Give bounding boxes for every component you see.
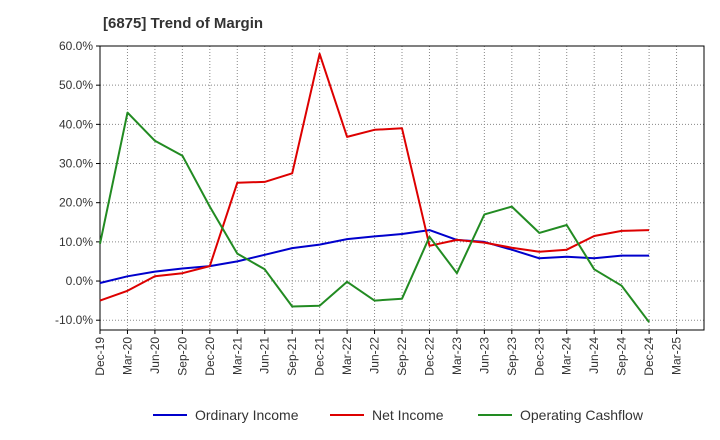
series-line-net-income [99, 52, 650, 302]
y-tick-label: 30.0% [59, 157, 93, 171]
x-tick-label: Sep-24 [615, 337, 629, 376]
x-tick-label: Dec-23 [532, 337, 546, 376]
x-tick-label: Jun-21 [258, 337, 272, 374]
series-line-operating-cashflow [99, 111, 650, 323]
y-tick-label: 50.0% [59, 78, 93, 92]
x-tick-label: Mar-20 [120, 337, 134, 375]
x-tick-label: Sep-20 [175, 337, 189, 376]
x-tick-label: Jun-20 [148, 337, 162, 374]
x-tick-label: Dec-19 [93, 337, 107, 376]
legend: Ordinary Income Net Income Operating Cashf… [153, 407, 644, 423]
y-tick-label: 40.0% [59, 117, 93, 131]
grid-layer [99, 45, 704, 330]
legend-label: Net Income [372, 407, 444, 423]
x-axis-ticks: Dec-19 Mar-20 Jun-20 Sep-20 Dec-20 Mar-21 Jun-… [93, 330, 684, 376]
x-tick-label: Mar-22 [340, 337, 354, 375]
x-tick-label: Sep-22 [395, 337, 409, 376]
x-tick-label: Dec-20 [203, 337, 217, 376]
y-tick-label: 20.0% [59, 196, 93, 210]
y-axis-ticks: -10.0% 0.0% 10.0% 20.0% 30.0% 40.0% 50.0% 60.0% [55, 39, 100, 327]
x-tick-label: Jun-24 [587, 337, 601, 374]
y-tick-label: -10.0% [55, 313, 93, 327]
x-tick-label: Sep-23 [505, 337, 519, 376]
legend-label: Ordinary Income [195, 407, 299, 423]
x-tick-label: Mar-25 [670, 337, 684, 375]
x-tick-label: Jun-23 [477, 337, 491, 374]
chart-title: [6875] Trend of Margin [103, 15, 264, 32]
x-tick-label: Jun-22 [368, 337, 382, 374]
x-tick-label: Dec-21 [313, 337, 327, 376]
x-tick-label: Mar-21 [230, 337, 244, 375]
x-tick-label: Dec-22 [422, 337, 436, 376]
x-tick-label: Dec-24 [642, 337, 656, 376]
series-layer [99, 52, 650, 323]
y-tick-label: 10.0% [59, 235, 93, 249]
x-tick-label: Mar-23 [450, 337, 464, 375]
x-tick-label: Sep-21 [285, 337, 299, 376]
x-tick-label: Mar-24 [560, 337, 574, 375]
series-line-ordinary-income [99, 229, 650, 284]
y-tick-label: 0.0% [66, 274, 94, 288]
legend-label: Operating Cashflow [520, 407, 644, 423]
y-tick-label: 60.0% [59, 39, 93, 53]
